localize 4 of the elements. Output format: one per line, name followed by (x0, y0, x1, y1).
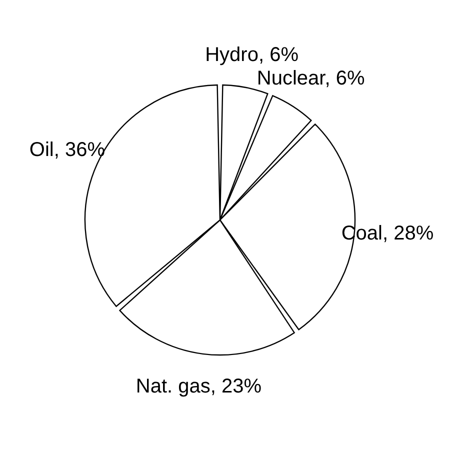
slice-label: Oil, 36% (29, 139, 106, 162)
slice-label: Hydro, 6% (205, 44, 299, 66)
slice-label: Nuclear, 6% (256, 68, 365, 90)
slice-label: Nat. gas, 23% (136, 376, 262, 398)
